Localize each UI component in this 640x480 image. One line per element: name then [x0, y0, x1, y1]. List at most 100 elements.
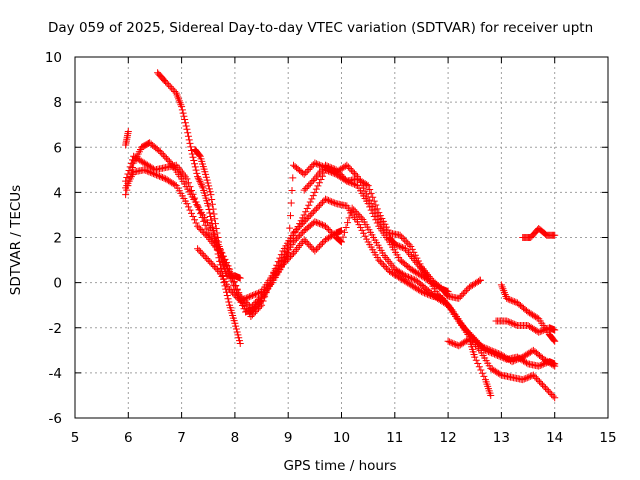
data-point: [189, 153, 197, 161]
data-point: [486, 348, 494, 356]
data-point: [154, 172, 162, 180]
data-point: [551, 394, 559, 402]
data-point: [314, 244, 322, 252]
data-point: [286, 224, 294, 232]
data-point: [356, 212, 364, 220]
data-point: [201, 253, 209, 261]
data-point: [181, 116, 189, 124]
data-point: [461, 288, 469, 296]
data-point: [510, 320, 518, 328]
data-point: [315, 169, 323, 177]
data-point: [201, 230, 209, 238]
data-point: [546, 389, 554, 397]
data-point: [433, 290, 441, 298]
data-point: [124, 127, 132, 135]
data-series-track-12: [492, 317, 559, 336]
data-point: [551, 231, 559, 239]
x-tick-label: 7: [177, 430, 186, 446]
data-point: [311, 218, 319, 226]
data-point: [312, 245, 320, 253]
data-point: [491, 350, 499, 358]
data-point: [210, 263, 218, 271]
data-point: [403, 273, 411, 281]
data-point: [212, 224, 220, 232]
data-point: [200, 251, 208, 259]
data-point: [357, 214, 365, 222]
y-tick-label: -2: [49, 321, 62, 337]
data-point: [340, 174, 348, 182]
data-point: [203, 176, 211, 184]
data-point: [235, 334, 243, 342]
data-point: [397, 243, 405, 251]
data-point: [512, 321, 520, 329]
data-point: [284, 249, 292, 257]
data-point: [296, 220, 304, 228]
data-point: [180, 112, 188, 120]
data-point: [341, 162, 349, 170]
x-tick-label: 5: [71, 430, 80, 446]
data-point: [408, 245, 416, 253]
data-point: [334, 167, 342, 175]
data-point: [186, 139, 194, 147]
data-point: [178, 103, 186, 111]
data-point: [419, 288, 427, 296]
data-point: [308, 162, 316, 170]
data-point: [337, 171, 345, 179]
data-point: [425, 291, 433, 299]
data-point: [303, 239, 311, 247]
data-point: [312, 160, 320, 168]
data-point: [171, 181, 179, 189]
data-point: [314, 219, 322, 227]
data-point: [205, 185, 213, 193]
data-point: [318, 221, 326, 229]
data-point: [156, 148, 164, 156]
data-point: [342, 224, 350, 232]
data-point: [195, 224, 203, 232]
data-point: [224, 262, 232, 270]
y-tick-label: 4: [53, 185, 62, 201]
data-point: [408, 274, 416, 282]
data-point: [487, 391, 495, 399]
data-point: [239, 295, 247, 303]
data-point: [353, 218, 361, 226]
data-point: [255, 289, 263, 297]
data-point: [318, 198, 326, 206]
data-point: [492, 351, 500, 359]
data-point: [311, 247, 319, 255]
data-point: [194, 173, 202, 181]
data-point: [337, 237, 345, 245]
data-point: [203, 254, 211, 262]
data-point: [341, 175, 349, 183]
data-point: [124, 170, 132, 178]
data-point: [441, 298, 449, 306]
data-point: [539, 326, 547, 334]
x-tick-label: 15: [599, 430, 616, 446]
data-point: [456, 293, 464, 301]
data-point: [305, 181, 313, 189]
data-point: [346, 165, 354, 173]
data-point: [191, 194, 199, 202]
data-point: [404, 239, 412, 247]
data-point: [550, 336, 558, 344]
data-point: [536, 328, 544, 336]
data-point: [497, 353, 505, 361]
data-point: [435, 292, 443, 300]
data-point: [494, 351, 502, 359]
data-point: [200, 217, 208, 225]
data-point: [233, 286, 241, 294]
data-point: [455, 294, 463, 302]
data-point: [311, 159, 319, 167]
x-tick-label: 11: [386, 430, 403, 446]
data-point: [244, 293, 252, 301]
data-point: [306, 211, 314, 219]
data-point: [314, 160, 322, 168]
data-point: [193, 169, 201, 177]
data-point: [539, 360, 547, 368]
data-point: [471, 353, 479, 361]
data-point: [363, 235, 371, 243]
data-point: [208, 200, 216, 208]
data-point: [197, 225, 205, 233]
data-point: [300, 170, 308, 178]
data-point: [306, 198, 314, 206]
data-point: [372, 201, 380, 209]
